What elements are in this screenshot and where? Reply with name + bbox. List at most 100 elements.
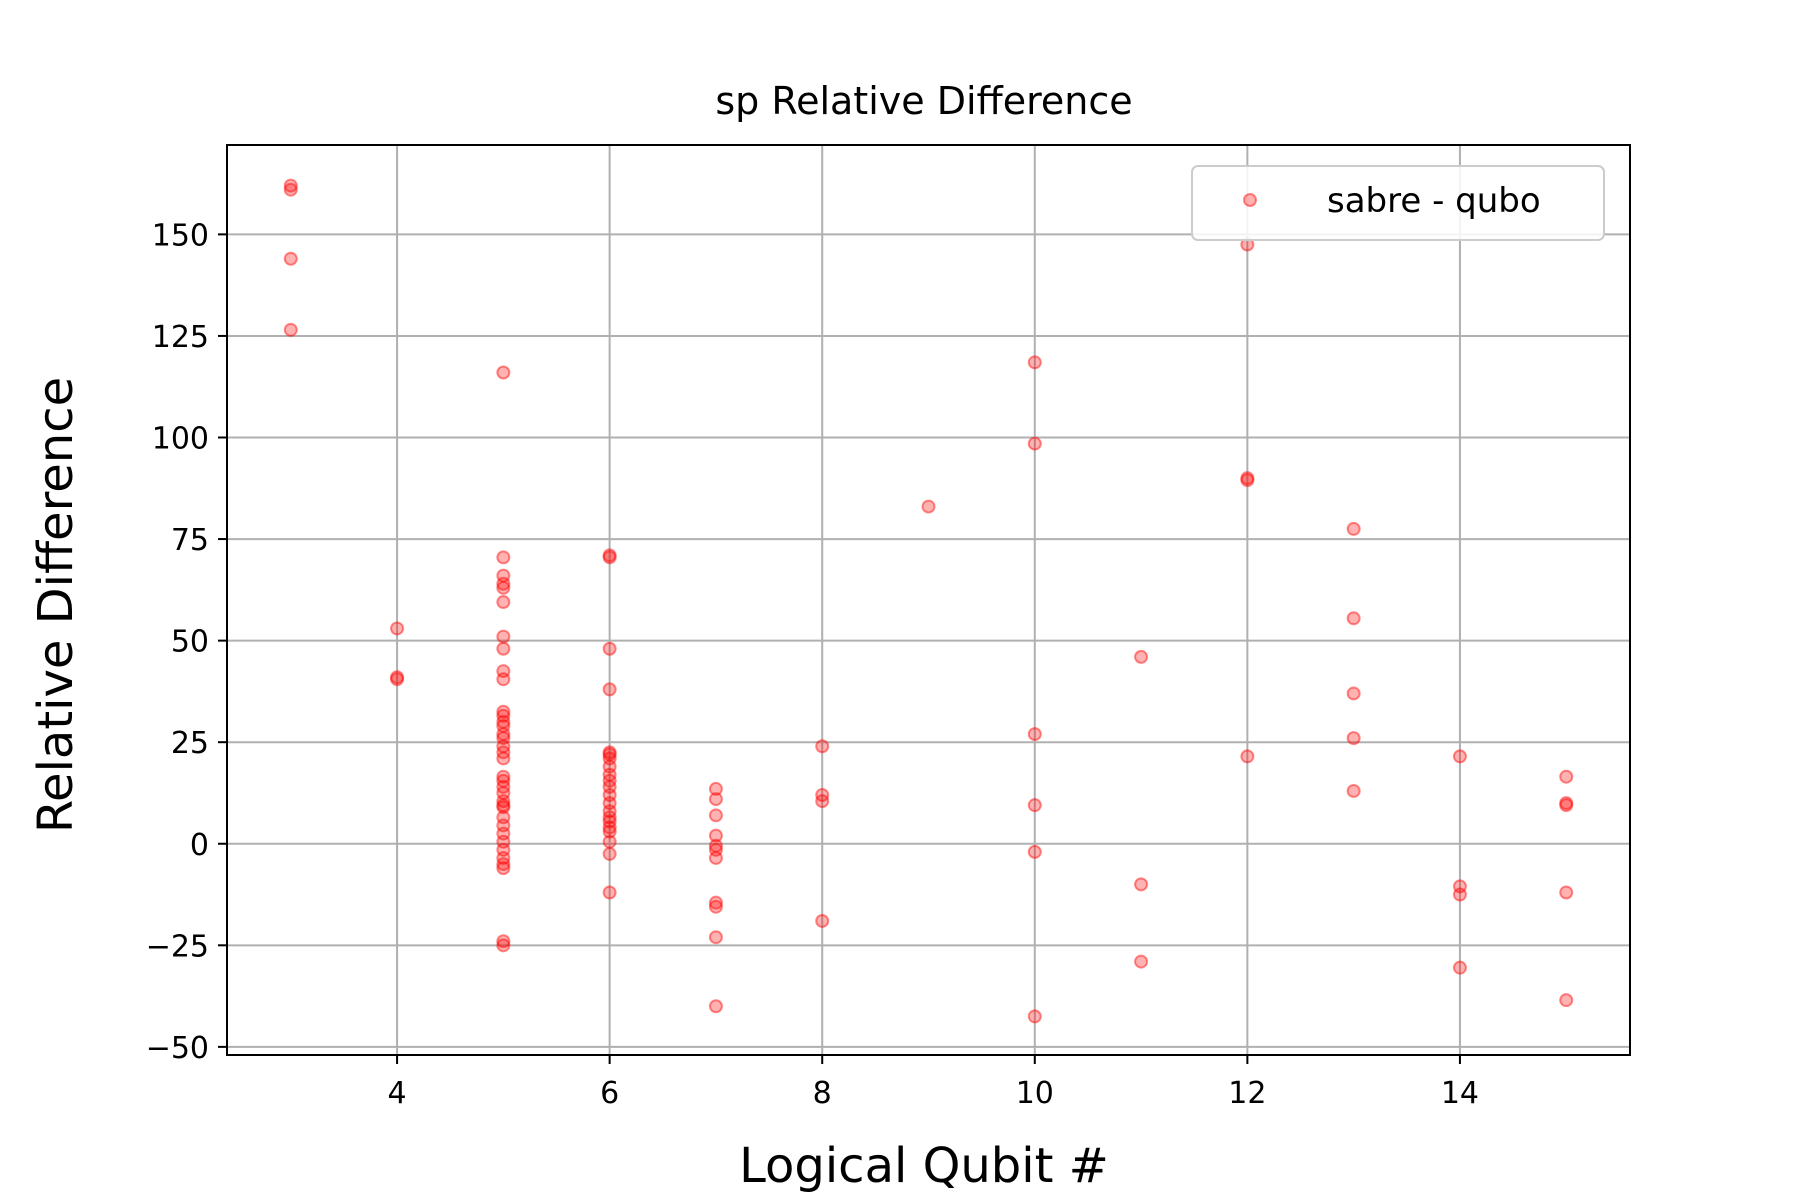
chart-title: sp Relative Difference (715, 79, 1132, 123)
data-point (496, 934, 511, 949)
data-point (708, 999, 723, 1014)
y-tick-label: 25 (171, 726, 209, 761)
data-point (496, 641, 511, 656)
data-point (496, 810, 511, 825)
data-point (496, 834, 511, 849)
data-point (496, 580, 511, 595)
gridlines (227, 145, 1630, 1055)
data-point (1240, 749, 1255, 764)
data-point (496, 751, 511, 766)
data-point (1134, 649, 1149, 664)
data-point (1134, 954, 1149, 969)
data-point (496, 664, 511, 679)
data-point (496, 779, 511, 794)
data-point (283, 322, 298, 337)
data-point (496, 938, 511, 953)
data-point (390, 621, 405, 636)
data-point (1559, 769, 1574, 784)
data-point (602, 550, 617, 565)
data-point (496, 773, 511, 788)
data-point (708, 842, 723, 857)
data-point (1346, 611, 1361, 626)
data-point (815, 794, 830, 809)
data-point (496, 745, 511, 760)
x-tick-label: 14 (1441, 1076, 1479, 1111)
y-axis-title: Relative Difference (28, 377, 84, 833)
data-point (1027, 798, 1042, 813)
data-point (708, 792, 723, 807)
data-point (1240, 473, 1255, 488)
data-point (602, 810, 617, 825)
data-point (283, 178, 298, 193)
data-point (1559, 993, 1574, 1008)
y-tick-label: 150 (152, 218, 209, 253)
data-point (602, 682, 617, 697)
data-point (496, 727, 511, 742)
data-point (496, 818, 511, 833)
legend: sabre - qubo (1191, 165, 1605, 241)
data-point (390, 672, 405, 687)
y-tick-label: 50 (171, 625, 209, 660)
x-tick-label: 10 (1016, 1076, 1054, 1111)
data-point (496, 365, 511, 380)
data-point (602, 846, 617, 861)
y-tick-label: 75 (171, 523, 209, 558)
data-point (602, 747, 617, 762)
data-point (1134, 877, 1149, 892)
data-point (815, 788, 830, 802)
data-point (708, 895, 723, 910)
data-point (602, 804, 617, 819)
data-point (602, 820, 617, 835)
x-tick-label: 8 (813, 1076, 832, 1111)
legend-marker (1243, 193, 1257, 207)
axis-ticks: 4 6 8 10 12 14 −50 −25 0 25 50 75 100 125 150 (146, 218, 1479, 1111)
data-point (1346, 731, 1361, 746)
data-point (1559, 885, 1574, 900)
data-point (602, 788, 617, 802)
x-tick-label: 6 (600, 1076, 619, 1111)
data-point (602, 745, 617, 760)
data-point (1027, 436, 1042, 451)
data-point (602, 824, 617, 839)
data-point (1346, 686, 1361, 701)
data-point (1452, 879, 1467, 894)
y-tick-label: −25 (146, 929, 209, 964)
data-point (496, 857, 511, 872)
data-point (496, 850, 511, 865)
data-point (496, 798, 511, 813)
data-point (602, 834, 617, 849)
data-point (1559, 796, 1574, 811)
legend-box (1191, 165, 1605, 241)
data-point (1027, 727, 1042, 742)
data-point (602, 767, 617, 782)
data-point (1027, 844, 1042, 859)
y-tick-label: 0 (190, 828, 209, 863)
data-point (496, 550, 511, 565)
data-point (815, 913, 830, 928)
plot-frame (226, 144, 1631, 1056)
data-point (496, 731, 511, 746)
data-point (1346, 521, 1361, 536)
data-points (283, 178, 1574, 1024)
y-tick-label: 100 (152, 422, 209, 457)
data-point (1559, 798, 1574, 813)
data-point (283, 251, 298, 266)
data-point (496, 794, 511, 809)
data-point (815, 739, 830, 754)
x-tick-label: 12 (1228, 1076, 1266, 1111)
data-point (708, 930, 723, 945)
data-point (602, 796, 617, 811)
data-point (921, 499, 936, 514)
data-point (1452, 887, 1467, 902)
data-point (708, 838, 723, 853)
data-point (602, 779, 617, 794)
data-point (496, 769, 511, 784)
data-point (1452, 960, 1467, 975)
x-tick-label: 4 (388, 1076, 407, 1111)
data-point (390, 670, 405, 685)
data-point (496, 714, 511, 729)
data-point (602, 773, 617, 788)
data-point (1452, 749, 1467, 764)
data-point (708, 808, 723, 823)
